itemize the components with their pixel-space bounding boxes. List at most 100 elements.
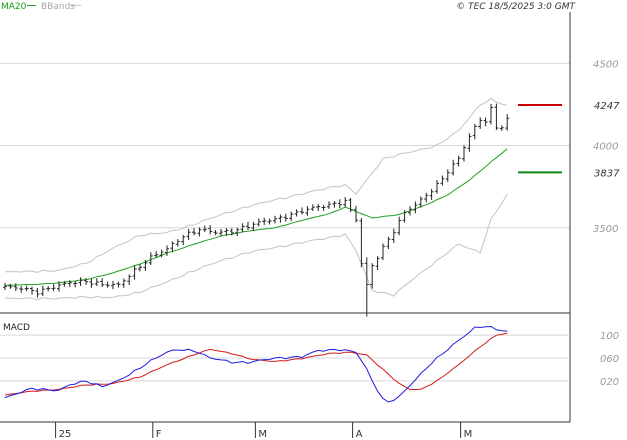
ohlc-bar: [483, 117, 488, 127]
copyright-text: © TEC 18/5/2025 3:0 GMT: [456, 2, 576, 12]
macd-y-tick-label: 100: [600, 331, 619, 342]
ohlc-bar: [154, 251, 159, 258]
ohlc-bar: [283, 213, 288, 222]
ohlc-bar: [40, 285, 45, 296]
price-panel: 3500 4000 4500 4247 3837: [0, 59, 620, 317]
ohlc-bar: [391, 228, 396, 243]
ohlc-bar: [67, 280, 72, 287]
ohlc-bar: [310, 204, 315, 212]
ohlc-bar: [273, 215, 277, 224]
ohlc-bar: [100, 278, 105, 287]
ohlc-bar: [294, 209, 299, 217]
ohlc-bar: [89, 278, 94, 288]
ohlc-bar: [435, 180, 439, 194]
bbands-lower-line: [5, 194, 508, 301]
ohlc-bar: [62, 281, 67, 287]
ohlc-bar: [175, 239, 180, 247]
ohlc-bar: [235, 227, 240, 237]
ohlc-bar: [364, 257, 369, 317]
ohlc-bar: [489, 103, 493, 125]
ohlc-bar: [413, 201, 418, 214]
support-level-label: 3837: [594, 168, 620, 179]
ohlc-bar: [111, 280, 115, 290]
ohlc-bar: [256, 218, 261, 227]
ohlc-bar: [208, 225, 213, 235]
ohlc-bar: [213, 230, 218, 236]
month-label: F: [156, 429, 162, 440]
ohlc-bar: [316, 203, 321, 212]
macd-signal-line: [4, 332, 508, 396]
ohlc-bar: [462, 145, 466, 162]
ohlc-bar: [408, 206, 412, 216]
ohlc-bar: [240, 223, 245, 233]
ohlc-bar: [105, 281, 110, 288]
ohlc-bar: [467, 133, 472, 152]
ohlc-bar: [57, 281, 61, 292]
ohlc-bar: [246, 221, 250, 231]
month-label: A: [356, 429, 363, 440]
ohlc-bar: [359, 217, 364, 268]
ohlc-bar: [305, 206, 310, 216]
legend: MA20 BBands: [1, 2, 81, 12]
ohlc-bar: [418, 196, 423, 208]
month-label: M: [258, 429, 267, 440]
ohlc-bar: [170, 241, 175, 253]
ohlc-bar: [78, 277, 83, 286]
ohlc-bar: [451, 159, 456, 176]
ohlc-bar: [505, 114, 510, 131]
macd-panel: MACD 100 060 020: [0, 323, 619, 403]
ohlc-bar: [494, 103, 499, 131]
ohlc-bar: [94, 278, 99, 287]
price-bars: [3, 103, 510, 317]
ohlc-bar: [370, 263, 375, 289]
ohlc-bar: [381, 243, 385, 261]
macd-gridlines: [0, 334, 570, 382]
ohlc-bar: [132, 265, 137, 280]
macd-title: MACD: [3, 323, 30, 333]
ohlc-bar: [73, 280, 78, 288]
macd-lines: [4, 325, 508, 403]
ohlc-bar: [321, 205, 326, 211]
ohlc-bar: [375, 256, 380, 271]
ohlc-bar: [343, 197, 348, 208]
ohlc-bar: [429, 188, 434, 200]
ohlc-bar: [219, 228, 223, 237]
ohlc-bar: [84, 278, 88, 286]
ohlc-bar: [278, 214, 283, 223]
ohlc-bar: [24, 285, 29, 292]
ohlc-bar: [478, 117, 483, 129]
ohlc-bar: [289, 211, 294, 222]
ohlc-bar: [445, 169, 450, 183]
ma20-line-group: [4, 148, 508, 286]
price-gridlines: [0, 62, 570, 229]
ohlc-bar: [30, 286, 34, 295]
month-label: M: [464, 429, 473, 440]
ohlc-bar: [121, 278, 126, 288]
y-tick-label: 4000: [593, 142, 618, 153]
ohlc-bar: [116, 281, 121, 288]
macd-y-tick-label: 060: [600, 354, 619, 365]
ohlc-bar: [46, 286, 51, 292]
ohlc-bar: [251, 221, 256, 231]
ohlc-bar: [197, 227, 202, 237]
ohlc-bar: [148, 252, 153, 265]
ohlc-bar: [3, 283, 7, 291]
ohlc-bar: [472, 123, 477, 140]
ohlc-bar: [456, 155, 461, 167]
ohlc-bar: [51, 284, 56, 292]
ohlc-bar: [386, 236, 391, 250]
ohlc-bar: [267, 218, 272, 225]
y-tick-label: 3500: [593, 224, 618, 235]
bollinger-bands: [4, 97, 508, 301]
ohlc-bar: [348, 197, 353, 213]
ohlc-bar: [13, 283, 18, 292]
ohlc-bar: [262, 217, 267, 226]
ohlc-bar: [300, 207, 304, 215]
month-axis: 25 F M A M: [55, 422, 473, 440]
resistance-level-label: 4247: [594, 101, 620, 112]
ohlc-bar: [186, 228, 191, 240]
ohlc-bar: [192, 228, 196, 236]
ohlc-bar: [402, 210, 407, 223]
